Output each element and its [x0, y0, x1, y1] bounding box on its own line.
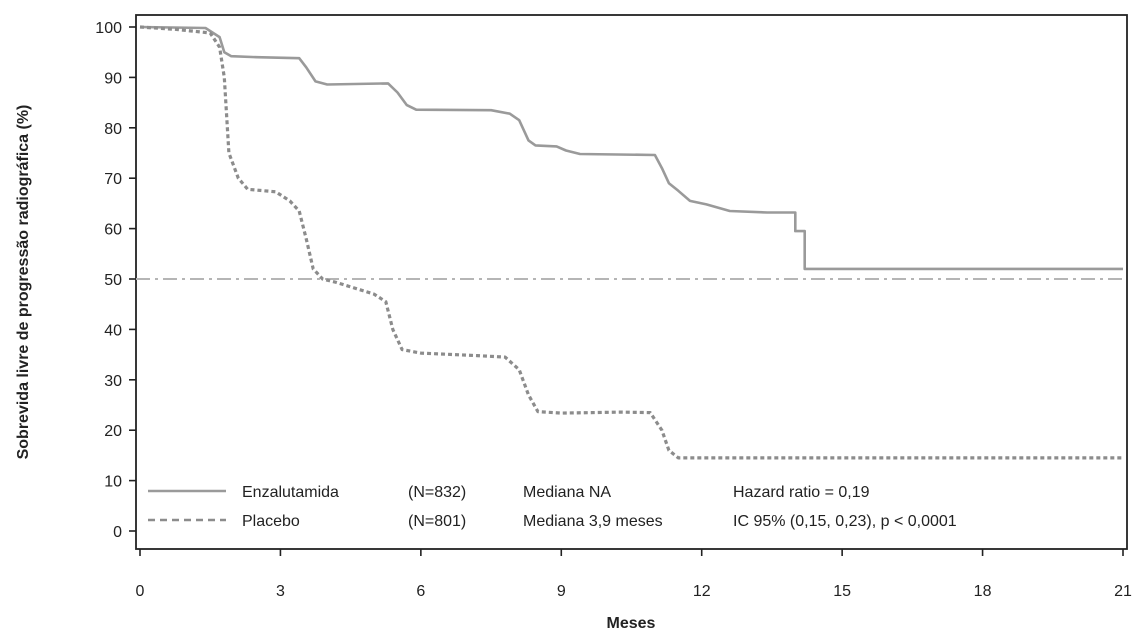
- series-line-placebo: [139, 25, 1123, 460]
- y-axis-title: Sobrevida livre de progressão radiográfi…: [15, 105, 32, 460]
- x-tick-label: 21: [1114, 583, 1132, 600]
- plot-area: [135, 14, 1128, 550]
- legend-n-enzalutamida: (N=832): [408, 484, 466, 501]
- legend-label-enzalutamida: Enzalutamida: [242, 484, 339, 501]
- x-axis-title: Meses: [607, 615, 656, 632]
- legend-median-enzalutamida: Mediana NA: [523, 484, 611, 501]
- series-layer: [139, 25, 1123, 460]
- x-tick-label: 12: [693, 583, 711, 600]
- x-tick-label: 18: [974, 583, 992, 600]
- x-tick-label: 0: [136, 583, 145, 600]
- y-ticks: 0 10 20 30 40 50 60 70 80 90 100: [95, 20, 136, 541]
- y-tick-label: 50: [104, 272, 122, 289]
- x-ticks: 0 3 6 9 12 15 18 21: [136, 549, 1132, 600]
- x-tick-label: 6: [416, 583, 425, 600]
- y-tick-label: 10: [104, 474, 122, 491]
- legend: Enzalutamida (N=832) Mediana NA Hazard r…: [148, 484, 957, 530]
- x-tick-label: 3: [276, 583, 285, 600]
- y-tick-label: 40: [104, 322, 122, 339]
- legend-n-placebo: (N=801): [408, 513, 466, 530]
- legend-stat-ci: IC 95% (0,15, 0,23), p < 0,0001: [733, 513, 957, 530]
- y-tick-label: 0: [113, 524, 122, 541]
- y-tick-label: 90: [104, 70, 122, 87]
- x-tick-label: 9: [557, 583, 566, 600]
- plot-frame: [135, 14, 1128, 550]
- y-tick-label: 30: [104, 373, 122, 390]
- legend-median-placebo: Mediana 3,9 meses: [523, 513, 663, 530]
- y-tick-label: 100: [95, 20, 122, 37]
- y-tick-label: 70: [104, 171, 122, 188]
- y-tick-label: 20: [104, 423, 122, 440]
- legend-stat-hazard-ratio: Hazard ratio = 0,19: [733, 484, 870, 501]
- x-tick-label: 15: [833, 583, 851, 600]
- y-tick-label: 80: [104, 121, 122, 138]
- series-line-enzalutamida: [139, 25, 1123, 271]
- legend-label-placebo: Placebo: [242, 513, 300, 530]
- y-tick-label: 60: [104, 222, 122, 239]
